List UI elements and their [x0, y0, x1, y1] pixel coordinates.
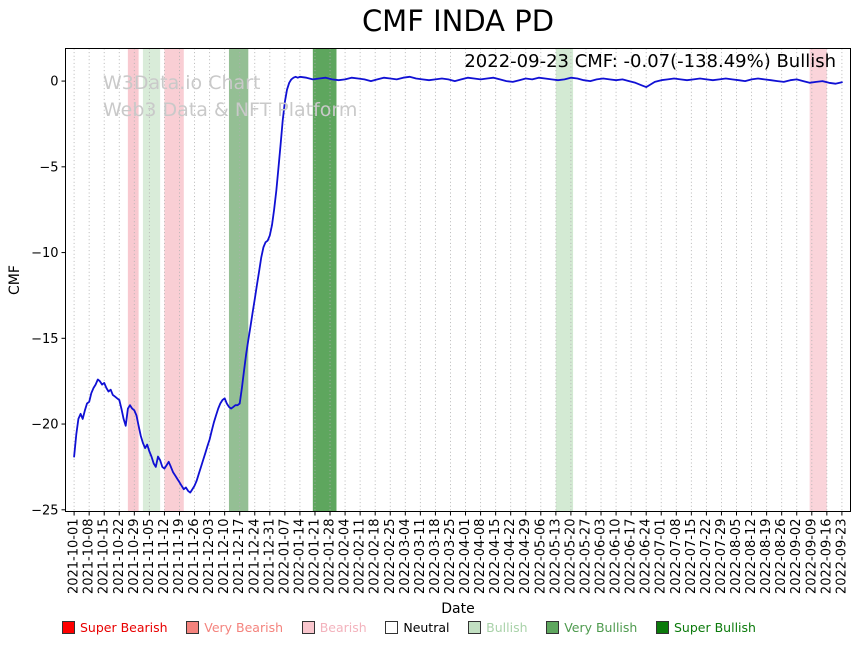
x-tick-label: 2022-05-13 [548, 519, 563, 595]
x-tick-label: 2022-07-01 [654, 519, 669, 595]
x-tick-label: 2021-11-19 [172, 519, 187, 595]
legend-item-very-bearish: Very Bearish [186, 620, 283, 635]
legend: Super Bearish Very Bearish Bearish Neutral B… [62, 620, 756, 635]
chart-title: CMF INDA PD [361, 4, 555, 38]
x-tick-label: 2021-10-29 [127, 519, 142, 595]
y-tick-label: −10 [31, 246, 58, 261]
legend-label-very-bullish: Very Bullish [564, 620, 638, 635]
legend-swatch-bearish [301, 621, 315, 634]
x-tick-label: 2021-10-01 [67, 519, 82, 595]
x-tick-label: 2022-04-29 [518, 519, 533, 595]
x-tick-label: 2022-05-06 [533, 519, 548, 595]
legend-label-neutral: Neutral [403, 620, 450, 635]
signal-band-bearish [809, 48, 827, 512]
x-tick-label: 2021-12-24 [247, 519, 262, 595]
x-tick-label: 2021-12-03 [202, 519, 217, 595]
x-tick-label: 2022-01-07 [277, 519, 292, 595]
x-tick-label: 2022-02-25 [383, 519, 398, 595]
x-tick-label: 2022-06-10 [609, 519, 624, 595]
legend-item-bullish: Bullish [468, 620, 528, 635]
x-tick-label: 2022-09-09 [804, 519, 819, 595]
watermark-line1: W3Data.io Chart [103, 72, 261, 94]
x-tick-label: 2022-04-15 [488, 519, 503, 595]
legend-label-bullish: Bullish [486, 620, 528, 635]
x-tick-label: 2022-03-04 [398, 519, 413, 595]
legend-swatch-super-bearish [62, 621, 75, 634]
x-tick-label: 2022-08-26 [774, 519, 789, 595]
legend-label-very-bearish: Very Bearish [204, 620, 284, 635]
x-tick-label: 2021-11-26 [187, 519, 202, 595]
signal-band-bullish [142, 48, 161, 512]
y-tick-label: −25 [31, 503, 58, 518]
x-tick-label: 2022-07-29 [714, 519, 729, 595]
x-tick-label: 2022-09-02 [789, 519, 804, 595]
x-tick-label: 2022-09-23 [834, 519, 849, 595]
x-tick-label: 2022-08-05 [729, 519, 744, 595]
x-tick-label: 2021-11-05 [142, 519, 157, 595]
x-tick-label: 2022-06-17 [624, 519, 639, 595]
x-tick-label: 2021-10-22 [112, 519, 127, 595]
x-tick-label: 2022-06-24 [639, 519, 654, 595]
legend-item-neutral: Neutral [385, 620, 449, 635]
x-tick-label: 2022-08-12 [744, 519, 759, 595]
x-tick-label: 2022-05-27 [578, 519, 593, 595]
legend-swatch-very-bearish [186, 621, 200, 634]
legend-item-very-bullish: Very Bullish [546, 620, 637, 635]
signal-band-very-bullish [228, 48, 249, 512]
x-tick-label: 2021-10-08 [82, 519, 97, 595]
x-tick-label: 2022-04-22 [503, 519, 518, 595]
x-tick-label: 2022-07-15 [684, 519, 699, 595]
x-axis-label: Date [441, 601, 475, 617]
y-axis-label: CMF [7, 265, 23, 295]
legend-swatch-neutral [385, 621, 399, 634]
x-tick-label: 2022-07-22 [699, 519, 714, 595]
legend-item-super-bearish: Super Bearish [62, 620, 168, 635]
x-tick-label: 2022-01-28 [323, 519, 338, 595]
signal-band-very-bullish [312, 48, 337, 512]
x-tick-label: 2021-12-31 [262, 519, 277, 595]
x-tick-label: 2022-07-08 [669, 519, 684, 595]
cmf-line [73, 75, 843, 494]
plot-border [65, 48, 851, 512]
x-tick-label: 2022-03-11 [413, 519, 428, 595]
signal-band-bullish [555, 48, 574, 512]
legend-item-super-bullish: Super Bullish [656, 620, 756, 635]
y-tick-label: −15 [31, 332, 58, 347]
x-tick-label: 2022-05-20 [563, 519, 578, 595]
watermark-line2: Web3 Data & NFT Platform [103, 99, 358, 121]
legend-swatch-bullish [468, 621, 482, 634]
x-tick-label: 2022-02-04 [338, 519, 353, 595]
x-tick-label: 2022-01-21 [307, 519, 322, 595]
x-tick-label: 2021-11-12 [157, 519, 172, 595]
x-tick-label: 2022-01-14 [292, 519, 307, 595]
legend-swatch-very-bullish [546, 621, 560, 634]
x-tick-label: 2022-04-01 [458, 519, 473, 595]
y-tick-label: 0 [50, 75, 58, 90]
legend-label-super-bullish: Super Bullish [674, 620, 756, 635]
legend-label-super-bearish: Super Bearish [80, 620, 168, 635]
y-tick-label: −5 [39, 160, 58, 175]
x-tick-label: 2021-12-10 [217, 519, 232, 595]
x-tick-label: 2022-03-18 [428, 519, 443, 595]
x-tick-label: 2022-02-11 [353, 519, 368, 595]
x-tick-label: 2022-03-25 [443, 519, 458, 595]
x-tick-label: 2022-09-16 [819, 519, 834, 595]
legend-label-bearish: Bearish [319, 620, 367, 635]
signal-band-bearish [164, 48, 184, 512]
x-tick-label: 2022-02-18 [368, 519, 383, 595]
x-tick-label: 2022-04-08 [473, 519, 488, 595]
x-tick-label: 2021-12-17 [232, 519, 247, 595]
legend-item-bearish: Bearish [301, 620, 367, 635]
latest-value-annotation: 2022-09-23 CMF: -0.07(-138.49%) Bullish [464, 51, 836, 72]
watermark: W3Data.io Chart Web3 Data & NFT Platform [103, 70, 357, 124]
x-tick-label: 2021-10-15 [97, 519, 112, 595]
signal-band-bearish [127, 48, 139, 512]
x-tick-label: 2022-08-19 [759, 519, 774, 595]
y-tick-label: −20 [31, 418, 58, 433]
legend-swatch-super-bullish [656, 621, 669, 634]
x-tick-label: 2022-06-03 [594, 519, 609, 595]
